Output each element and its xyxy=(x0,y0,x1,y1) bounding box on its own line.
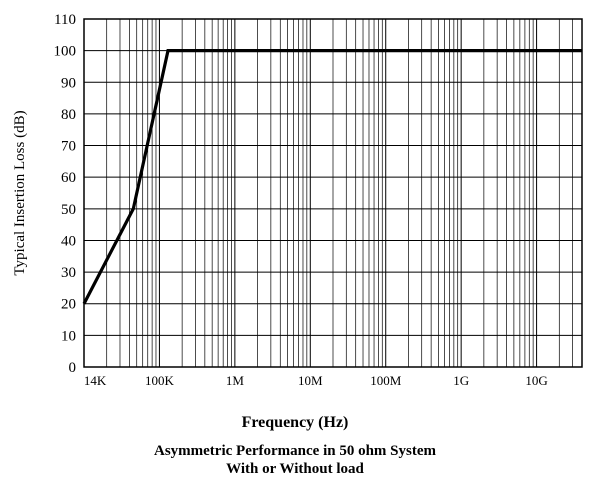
chart-subtitle-line-2: With or Without load xyxy=(226,461,364,477)
x-tick-label: 100M xyxy=(370,373,402,388)
x-tick-label: 10M xyxy=(298,373,323,388)
x-tick-label: 100K xyxy=(145,373,175,388)
insertion-loss-line xyxy=(82,48,582,305)
y-tick-label: 110 xyxy=(54,12,76,28)
x-tick-label: 10G xyxy=(525,373,547,388)
y-tick-label: 60 xyxy=(61,170,76,186)
y-axis-label: Typical Insertion Loss (dB) xyxy=(12,110,28,275)
x-tick-label: 14K xyxy=(84,373,107,388)
y-tick-label: 100 xyxy=(54,44,77,60)
y-tick-label: 0 xyxy=(69,360,77,376)
chart-series xyxy=(82,48,582,305)
chart-grid xyxy=(83,18,583,368)
y-tick-label: 80 xyxy=(61,107,76,123)
plot-frame xyxy=(83,18,583,368)
x-tick-label: 1G xyxy=(453,373,469,388)
insertion-loss-chart: 14K 100K 1M 10M 100M 1G 10G 0 10 20 30 40 50 60 70 80 9… xyxy=(12,12,583,388)
y-tick-label: 10 xyxy=(61,328,76,344)
y-axis-ticks: 0 10 20 30 40 50 60 70 80 90 100 110 xyxy=(54,12,77,376)
x-axis-label: Frequency (Hz) xyxy=(241,414,349,431)
y-tick-label: 70 xyxy=(61,139,76,155)
chart-subtitle-line-1: Asymmetric Performance in 50 ohm System xyxy=(153,443,436,459)
y-tick-label: 40 xyxy=(61,233,76,249)
y-tick-label: 30 xyxy=(61,265,76,281)
y-tick-label: 20 xyxy=(61,297,76,313)
x-axis-ticks: 14K 100K 1M 10M 100M 1G 10G xyxy=(84,373,548,388)
x-tick-label: 1M xyxy=(226,373,245,388)
y-tick-label: 50 xyxy=(61,202,76,218)
y-tick-label: 90 xyxy=(61,75,76,91)
